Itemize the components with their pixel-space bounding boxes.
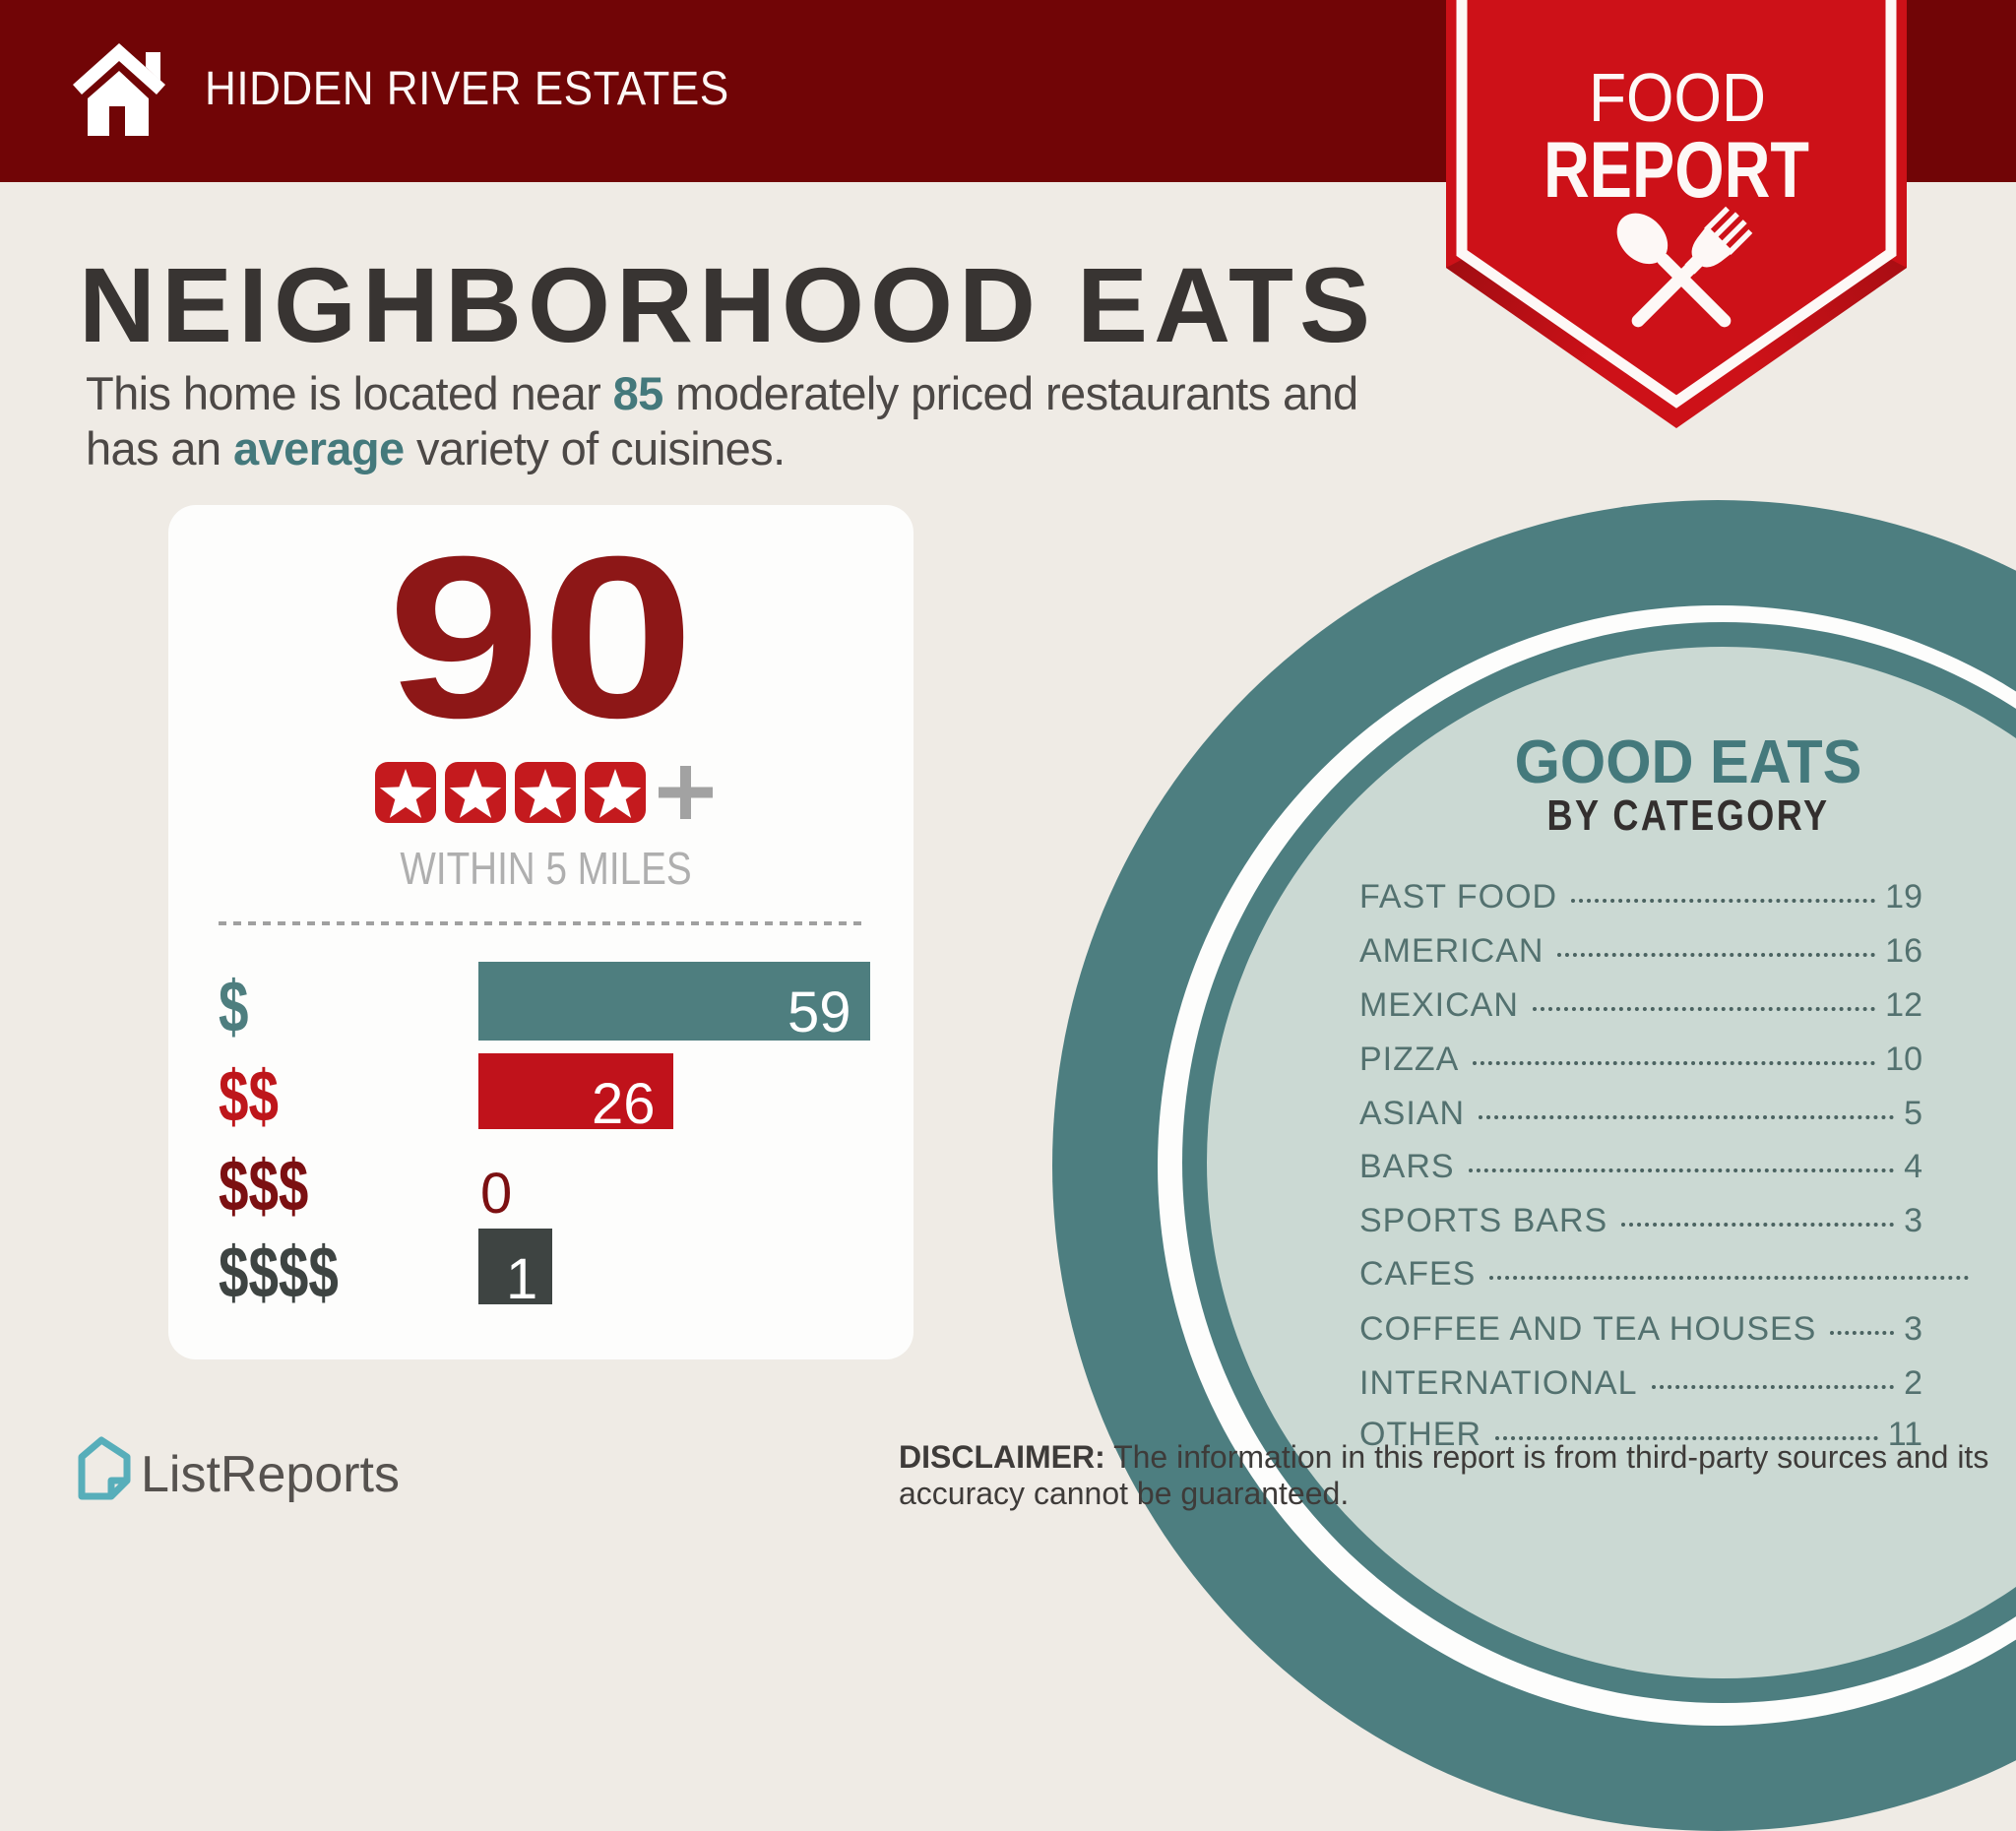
svg-text:FOOD: FOOD [1589,59,1766,136]
svg-text:REPORT: REPORT [1544,126,1809,215]
